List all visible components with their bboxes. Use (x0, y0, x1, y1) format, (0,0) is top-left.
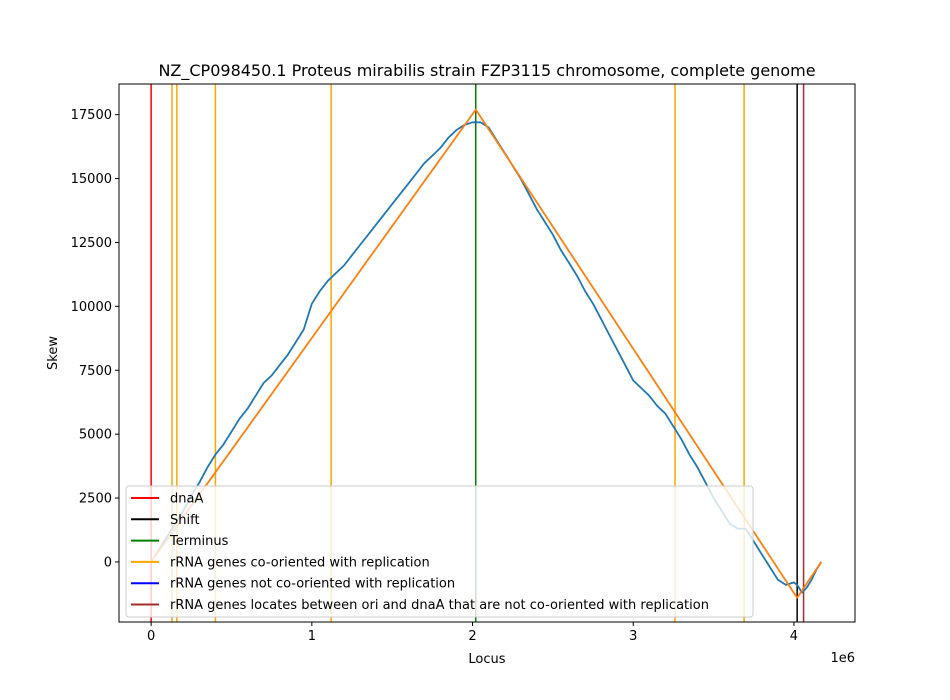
legend-label-4: rRNA genes not co-oriented with replicat… (170, 577, 455, 592)
y-tick-label-1: 2500 (79, 492, 112, 507)
x-tick-label-3: 3 (629, 629, 637, 644)
x-axis-ticks: 0 1 2 3 4 (147, 622, 798, 644)
legend-box (125, 485, 754, 618)
legend-label-2: Terminus (169, 534, 229, 549)
legend-label-3: rRNA genes co-oriented with replication (170, 555, 430, 570)
legend: dnaA Shift Terminus rRNA genes co-oriented … (125, 485, 754, 618)
legend-label-1: Shift (170, 513, 200, 528)
legend-label-5: rRNA genes locates between ori and dnaA … (170, 598, 709, 613)
x-tick-label-0: 0 (147, 629, 155, 644)
y-axis-label: Skew (46, 336, 61, 370)
y-tick-label-5: 12500 (71, 236, 112, 251)
y-tick-label-0: 0 (104, 555, 112, 570)
y-tick-label-2: 5000 (79, 428, 112, 443)
y-tick-label-4: 10000 (71, 300, 112, 315)
chart-title: NZ_CP098450.1 Proteus mirabilis strain F… (158, 61, 815, 81)
y-tick-label-6: 15000 (71, 172, 112, 187)
y-axis-ticks: 0 2500 5000 7500 10000 12500 15000 17500 (71, 108, 119, 570)
x-axis-label: Locus (468, 652, 505, 667)
x-tick-label-1: 1 (308, 629, 316, 644)
y-tick-label-3: 7500 (79, 364, 112, 379)
plot-area (150, 84, 823, 622)
x-offset-label: 1e6 (830, 651, 855, 666)
axes-frame (118, 83, 856, 623)
legend-label-0: dnaA (170, 492, 203, 507)
series-line-1 (150, 108, 823, 599)
y-tick-label-7: 17500 (71, 108, 112, 123)
x-tick-label-2: 2 (468, 629, 476, 644)
x-tick-label-4: 4 (790, 629, 798, 644)
